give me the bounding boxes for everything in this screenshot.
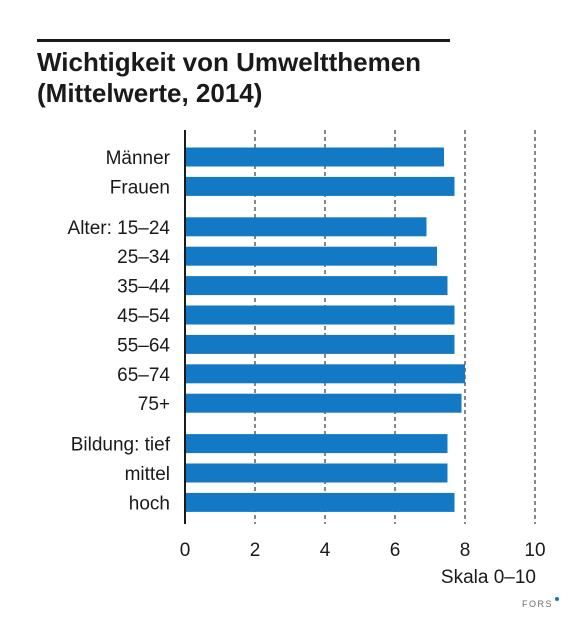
bar-hoch <box>185 492 455 512</box>
bar-frauen <box>185 176 455 196</box>
bar-55-64 <box>185 334 455 354</box>
fors-logo-dot <box>555 597 559 601</box>
category-label-alter-15-24: Alter: 15–24 <box>68 218 171 239</box>
category-label-35-44: 35–44 <box>117 277 170 298</box>
x-tick-labels: 0 2 4 6 8 10 <box>180 540 546 561</box>
bar-maenner <box>185 147 444 167</box>
x-tick-label-4: 4 <box>320 540 331 561</box>
bar-alter-15-24 <box>185 217 427 237</box>
x-axis-label: Skala 0–10 <box>441 567 536 588</box>
category-label-frauen: Frauen <box>110 177 170 198</box>
category-label-bildung-tief: Bildung: tief <box>71 435 171 456</box>
category-label-maenner: Männer <box>106 148 171 169</box>
bar-75 <box>185 393 462 413</box>
chart-title-line-1: Wichtigkeit von Umweltthemen <box>37 47 422 77</box>
bar-25-34 <box>185 246 437 266</box>
chart-title-line-2: (Mittelwerte, 2014) <box>37 78 263 108</box>
bar-mittel <box>185 463 448 483</box>
category-label-65-74: 65–74 <box>117 365 170 386</box>
category-label-45-54: 45–54 <box>117 306 170 327</box>
x-tick-label-8: 8 <box>460 540 471 561</box>
x-tick-label-10: 10 <box>524 540 545 561</box>
category-label-mittel: mittel <box>125 464 170 485</box>
category-labels: Männer Frauen Alter: 15–24 25–34 35–44 45–54 5… <box>68 148 171 514</box>
chart-title: Wichtigkeit von Umweltthemen (Mittelwert… <box>37 47 517 109</box>
category-label-hoch: hoch <box>129 493 170 514</box>
x-tick-label-2: 2 <box>250 540 261 561</box>
category-label-75: 75+ <box>138 394 170 415</box>
x-tick-label-6: 6 <box>390 540 401 561</box>
bar-65-74 <box>185 364 465 384</box>
category-label-55-64: 55–64 <box>117 335 170 356</box>
title-rule <box>37 39 450 42</box>
x-tick-label-0: 0 <box>180 540 191 561</box>
bar-bildung-tief <box>185 434 448 454</box>
bars <box>185 147 465 512</box>
bar-35-44 <box>185 276 448 296</box>
category-label-25-34: 25–34 <box>117 247 170 268</box>
bar-45-54 <box>185 305 455 325</box>
fors-logo: FORS <box>522 599 554 609</box>
